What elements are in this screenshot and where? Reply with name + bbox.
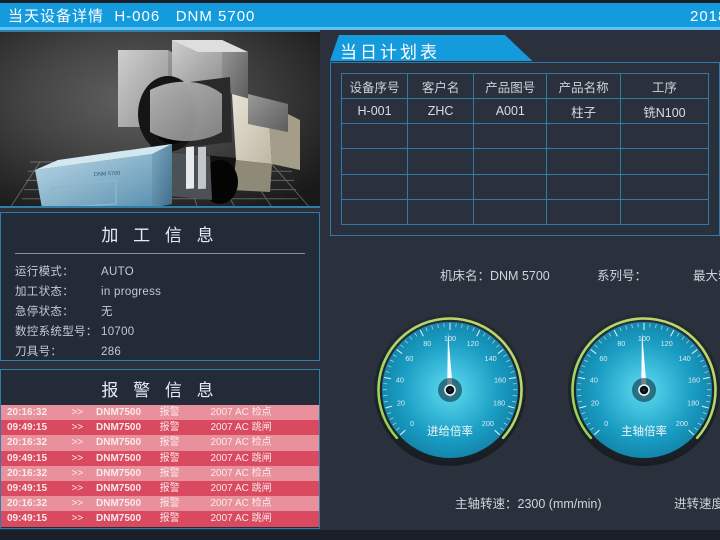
- svg-text:140: 140: [679, 354, 691, 363]
- svg-text:40: 40: [590, 375, 598, 384]
- svg-text:0: 0: [410, 419, 414, 428]
- svg-text:80: 80: [423, 339, 431, 348]
- svg-text:200: 200: [676, 419, 688, 428]
- svg-text:20: 20: [591, 399, 599, 408]
- svg-text:180: 180: [687, 399, 699, 408]
- svg-text:进给倍率: 进给倍率: [427, 424, 473, 438]
- svg-text:60: 60: [405, 354, 413, 363]
- svg-text:主轴倍率: 主轴倍率: [621, 424, 667, 438]
- svg-text:140: 140: [485, 354, 497, 363]
- svg-text:160: 160: [494, 375, 506, 384]
- svg-text:200: 200: [482, 419, 494, 428]
- svg-text:0: 0: [604, 419, 608, 428]
- svg-text:100: 100: [444, 334, 456, 343]
- svg-text:100: 100: [638, 334, 650, 343]
- svg-text:120: 120: [661, 339, 673, 348]
- svg-text:160: 160: [688, 375, 700, 384]
- svg-text:80: 80: [617, 339, 625, 348]
- svg-text:120: 120: [467, 339, 479, 348]
- svg-text:60: 60: [599, 354, 607, 363]
- svg-text:40: 40: [396, 375, 404, 384]
- svg-text:180: 180: [493, 399, 505, 408]
- svg-text:20: 20: [397, 399, 405, 408]
